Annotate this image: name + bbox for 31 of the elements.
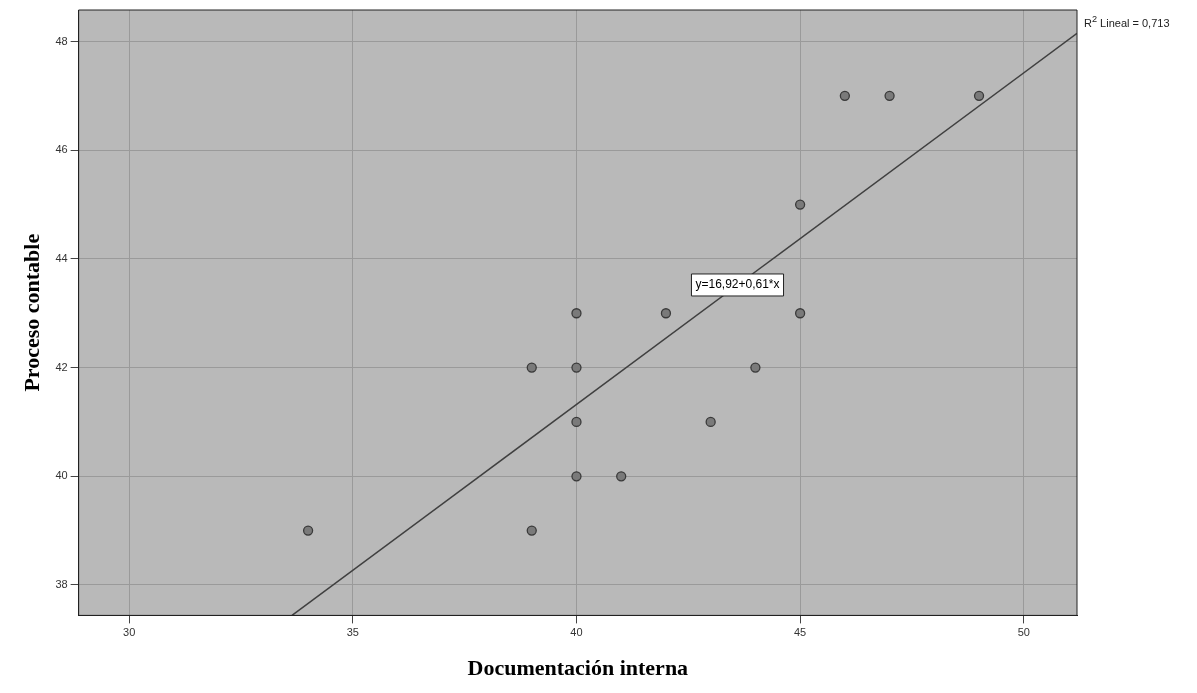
point — [571, 416, 582, 428]
y-axis-title: Proceso contable — [18, 233, 44, 392]
point — [794, 308, 806, 319]
point — [526, 362, 537, 373]
x-tick-label: 40 — [570, 626, 583, 639]
x-tick-label: 50 — [1017, 626, 1030, 639]
x-tick-label: 45 — [794, 626, 807, 639]
point — [571, 308, 582, 319]
y-tick-label: 40 — [55, 469, 68, 482]
point — [794, 199, 806, 210]
point — [526, 525, 537, 536]
point — [571, 471, 582, 482]
point — [750, 362, 761, 373]
y-tick-label: 48 — [55, 34, 68, 47]
y-tick-label: 46 — [55, 143, 68, 156]
point — [302, 525, 314, 536]
x-axis-title: Documentación interna — [467, 655, 689, 681]
point — [839, 90, 850, 102]
point — [660, 308, 672, 319]
y-tick-label: 44 — [55, 251, 68, 264]
y-tick-label: 38 — [55, 578, 68, 590]
point — [884, 90, 895, 102]
point — [973, 90, 985, 102]
x-tick-label: 30 — [123, 626, 136, 639]
text: R$^{2}$ Lineal = 0,713 — [1084, 14, 1170, 29]
point — [571, 362, 582, 373]
y-tick-label: 42 — [55, 360, 68, 373]
x-tick-label: 35 — [346, 626, 359, 639]
annotation: y=16,92+0,61*x — [695, 277, 780, 292]
point — [705, 416, 716, 428]
point — [616, 471, 627, 482]
